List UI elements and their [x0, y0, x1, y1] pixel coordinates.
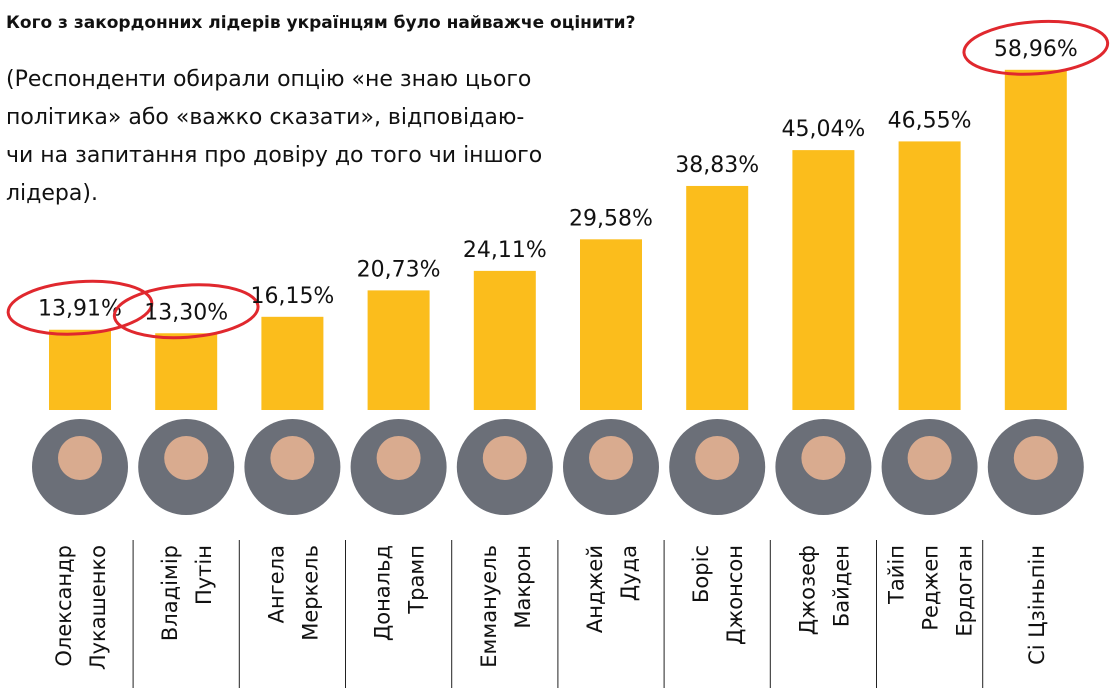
- chart-title: Кого з закордонних лідерів українцям бул…: [6, 13, 635, 33]
- value-label: 45,04%: [781, 117, 865, 142]
- bar: [580, 239, 642, 410]
- category-label: Сі Цзіньпін: [1025, 545, 1049, 665]
- category-label: Путін: [192, 545, 216, 605]
- value-label: 13,30%: [144, 300, 228, 325]
- category-label: Джозеф: [795, 545, 819, 635]
- category-label: Владімір: [158, 545, 182, 641]
- value-label: 29,58%: [569, 206, 653, 231]
- portrait-face: [483, 436, 527, 480]
- category-label: Реджеп: [919, 545, 943, 631]
- value-label: 58,96%: [994, 37, 1078, 62]
- subtitle-line: (Респонденти обирали опцію «не знаю цьог…: [6, 67, 531, 92]
- portrait-face: [1014, 436, 1058, 480]
- category-label: Тайіп: [885, 545, 909, 605]
- value-label: 46,55%: [888, 108, 972, 133]
- bar: [899, 141, 961, 410]
- category-label: Макрон: [511, 545, 535, 629]
- category-label: Трамп: [405, 545, 429, 615]
- portrait-face: [908, 436, 952, 480]
- bar: [474, 271, 536, 410]
- category-label: Ангела: [264, 545, 288, 623]
- category-label: Анджей: [583, 545, 607, 633]
- category-label: Еммануель: [477, 545, 501, 668]
- portrait-face: [377, 436, 421, 480]
- category-label: Лукашенко: [86, 545, 110, 670]
- portrait-face: [589, 436, 633, 480]
- portrait-face: [801, 436, 845, 480]
- value-label: 20,73%: [357, 257, 441, 282]
- portrait-face: [164, 436, 208, 480]
- bar: [1005, 70, 1067, 410]
- category-label: Меркель: [298, 545, 322, 641]
- subtitle-line: політика» або «важко сказати», відповіда…: [6, 105, 524, 130]
- portrait-face: [695, 436, 739, 480]
- category-label: Боріс: [689, 545, 713, 603]
- subtitle-line: лідера).: [6, 181, 98, 206]
- value-label: 16,15%: [250, 284, 334, 309]
- portrait-face: [270, 436, 314, 480]
- category-label: Байден: [829, 545, 853, 627]
- value-label: 38,83%: [675, 153, 759, 178]
- category-label: Дуда: [617, 545, 641, 601]
- bar: [155, 333, 217, 410]
- value-label: 13,91%: [38, 297, 122, 322]
- bar: [261, 317, 323, 410]
- category-label: Дональд: [371, 545, 395, 641]
- subtitle-line: чи на запитання про довіру до того чи ін…: [6, 143, 542, 168]
- bar: [792, 150, 854, 410]
- category-label: Олександр: [52, 545, 76, 667]
- category-label: Ердоган: [953, 545, 977, 637]
- chart: Кого з закордонних лідерів українцям бул…: [0, 0, 1117, 691]
- subtitle: (Респонденти обирали опцію «не знаю цьог…: [6, 67, 542, 206]
- bar: [49, 330, 111, 410]
- category-label: Джонсон: [723, 545, 747, 645]
- value-label: 24,11%: [463, 238, 547, 263]
- bar: [368, 290, 430, 410]
- portrait-face: [58, 436, 102, 480]
- bar: [686, 186, 748, 410]
